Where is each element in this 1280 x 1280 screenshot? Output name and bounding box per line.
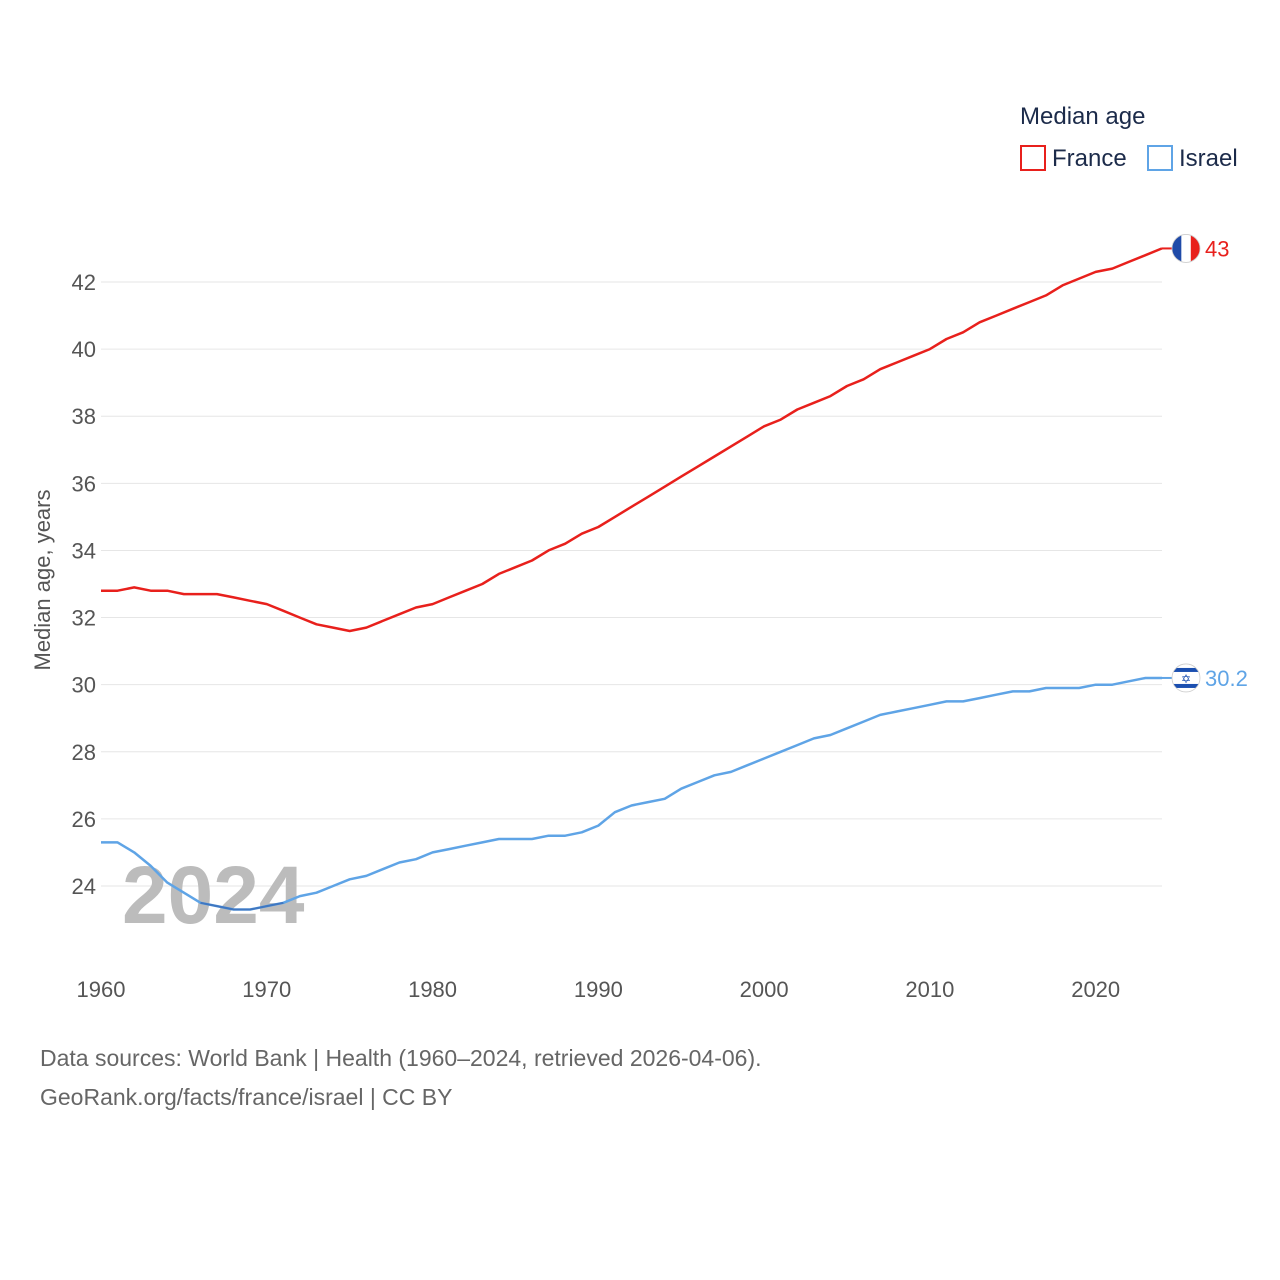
series-end-markers: 43 ✡ 30.2 — [1162, 234, 1248, 693]
series-line-israel-highlight — [200, 901, 284, 911]
year-watermark: 2024 — [122, 850, 305, 941]
end-value-label-france: 43 — [1205, 236, 1229, 261]
israel-flag-icon: ✡ — [1171, 663, 1201, 693]
y-tick-label: 28 — [72, 740, 96, 765]
source-footer-line-1: Data sources: World Bank | Health (1960–… — [40, 1045, 762, 1071]
x-tick-label: 2010 — [905, 977, 954, 1002]
grid-lines — [101, 281, 1162, 887]
series-lines — [101, 247, 1163, 911]
y-tick-label: 40 — [72, 337, 96, 362]
y-tick-label: 36 — [72, 471, 96, 496]
line-chart: Median age France Israel Median age, yea… — [30, 103, 1248, 1002]
series-line-france[interactable] — [101, 247, 1163, 633]
y-axis-title: Median age, years — [30, 490, 55, 671]
x-tick-label: 2020 — [1071, 977, 1120, 1002]
y-tick-label: 26 — [72, 807, 96, 832]
legend-label-france[interactable]: France — [1052, 145, 1127, 172]
y-tick-label: 32 — [72, 606, 96, 631]
y-tick-label: 24 — [72, 874, 96, 899]
legend: Median age France Israel — [1020, 103, 1238, 172]
svg-text:✡: ✡ — [1181, 672, 1191, 686]
end-value-label-israel: 30.2 — [1205, 666, 1248, 691]
y-tick-label: 34 — [72, 538, 96, 563]
legend-swatch-france[interactable] — [1020, 145, 1046, 171]
legend-swatch-israel[interactable] — [1147, 145, 1173, 171]
x-tick-label: 2000 — [740, 977, 789, 1002]
y-tick-label: 38 — [72, 404, 96, 429]
legend-title: Median age — [1020, 103, 1145, 130]
france-flag-icon — [1171, 234, 1201, 263]
legend-label-israel[interactable]: Israel — [1179, 145, 1238, 172]
y-tick-label: 30 — [72, 673, 96, 698]
y-axis-ticks: 24 26 28 30 32 34 36 38 40 42 — [72, 270, 96, 899]
x-tick-label: 1970 — [242, 977, 291, 1002]
x-axis-ticks: 1960 1970 1980 1990 2000 2010 2020 — [77, 977, 1121, 1002]
y-tick-label: 42 — [72, 270, 96, 295]
source-footer-line-2: GeoRank.org/facts/france/israel | CC BY — [40, 1084, 453, 1110]
x-tick-label: 1990 — [574, 977, 623, 1002]
x-tick-label: 1960 — [77, 977, 126, 1002]
x-tick-label: 1980 — [408, 977, 457, 1002]
